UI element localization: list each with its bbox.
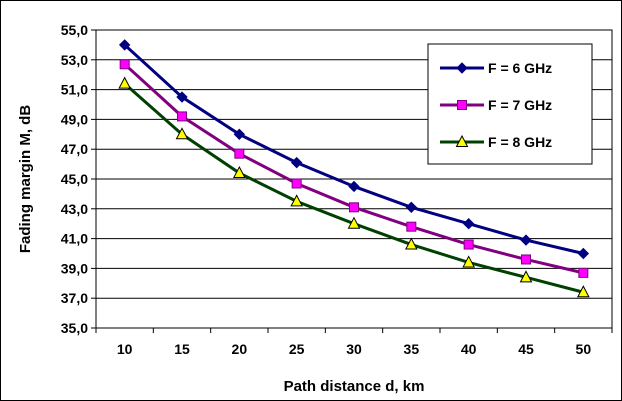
y-tick-label: 35,0 (61, 320, 88, 336)
data-point (462, 217, 475, 230)
series-2 (119, 59, 589, 278)
y-tick-label: 45,0 (61, 171, 88, 187)
legend-item-1: F = 6 GHz (440, 60, 552, 76)
data-point (175, 127, 189, 140)
y-tick-label: 41,0 (61, 231, 88, 247)
legend-label: F = 7 GHz (488, 97, 552, 113)
data-point (519, 270, 533, 283)
data-point (291, 178, 302, 189)
data-point (577, 247, 590, 260)
data-point (233, 128, 246, 141)
data-point (405, 201, 418, 214)
x-tick-label: 50 (576, 341, 592, 357)
x-tick-label: 40 (461, 341, 477, 357)
y-axis-title: Fading margin M, dB (17, 105, 34, 253)
data-point (577, 285, 590, 298)
x-tick-label: 35 (404, 341, 420, 357)
data-point (349, 202, 359, 213)
data-point (347, 216, 361, 229)
y-tick-label: 39,0 (61, 260, 88, 276)
data-point (234, 148, 245, 159)
series-1 (118, 39, 590, 260)
data-point (463, 239, 474, 250)
x-tick-label: 15 (174, 341, 190, 357)
data-point (578, 267, 589, 278)
series-3 (118, 76, 590, 298)
y-tick-label: 37,0 (61, 290, 88, 306)
legend-marker (455, 134, 469, 147)
data-point (177, 111, 187, 122)
legend-label: F = 8 GHz (488, 134, 552, 150)
x-axis-ticks: 10 15 20 25 30 35 40 45 50 (95, 328, 613, 357)
x-tick-label: 45 (518, 341, 534, 357)
data-point (118, 76, 131, 89)
x-tick-label: 25 (289, 341, 305, 357)
legend-marker (456, 62, 468, 74)
data-point (520, 234, 532, 246)
legend-item-2: F = 7 GHz (440, 97, 552, 113)
data-point (406, 221, 417, 232)
data-point (290, 156, 303, 169)
y-tick-label: 47,0 (61, 141, 88, 157)
y-tick-label: 53,0 (61, 52, 88, 68)
legend-label: F = 6 GHz (488, 60, 552, 76)
data-point (405, 237, 418, 250)
data-point (348, 180, 360, 193)
y-tick-label: 43,0 (61, 201, 88, 217)
data-point (118, 39, 131, 51)
y-tick-label: 49,0 (61, 111, 88, 127)
legend-marker (457, 100, 467, 110)
x-axis-title: Path distance d, km (284, 378, 425, 395)
legend-item-3: F = 8 GHz (440, 134, 552, 150)
data-point (521, 254, 531, 265)
data-point (233, 165, 246, 179)
series-layer (118, 39, 590, 298)
data-point (119, 59, 130, 70)
data-point (290, 194, 303, 207)
data-point (462, 255, 475, 268)
y-tick-label: 55,0 (61, 22, 88, 38)
legend: F = 6 GHz F = 7 GHz F = 8 GHz (427, 43, 593, 165)
x-tick-label: 20 (232, 341, 248, 357)
y-tick-label: 51,0 (61, 82, 88, 98)
x-tick-label: 10 (117, 341, 133, 357)
x-tick-label: 30 (346, 341, 362, 357)
data-point (176, 91, 188, 103)
y-axis-ticks: 35,0 37,0 39,0 41,0 43,0 45,0 47,0 49,0 51,0 53,0… (61, 22, 96, 336)
